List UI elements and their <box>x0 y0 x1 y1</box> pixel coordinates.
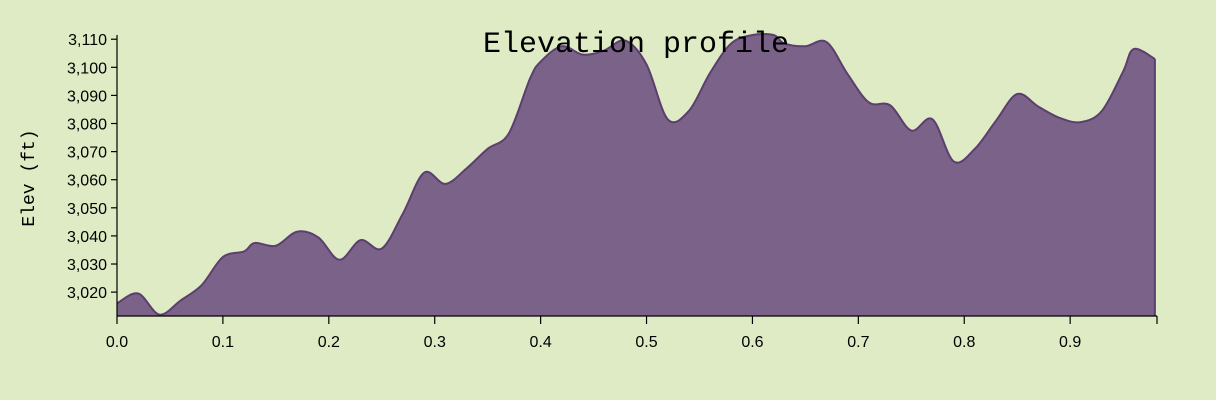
y-tick-label: 3,050 <box>67 201 107 218</box>
y-tick-label: 3,090 <box>67 88 107 105</box>
chart-title: Elevation profile <box>483 28 789 62</box>
x-tick-label: 0.4 <box>530 334 552 351</box>
x-tick-label: 0.6 <box>741 334 763 351</box>
x-tick-label: 0.3 <box>424 334 446 351</box>
y-tick-label: 3,070 <box>67 145 107 162</box>
x-tick-label: 0.0 <box>106 334 128 351</box>
y-tick-label: 3,020 <box>67 285 107 302</box>
y-tick-label: 3,110 <box>68 32 107 49</box>
x-tick-label: 0.7 <box>847 334 869 351</box>
y-tick-label: 3,040 <box>67 229 107 246</box>
x-tick-label: 0.8 <box>953 334 975 351</box>
x-tick-label: 0.2 <box>318 334 340 351</box>
x-tick-label: 0.5 <box>635 334 657 351</box>
x-tick-label: 0.9 <box>1059 334 1081 351</box>
x-tick-label: 0.1 <box>212 334 234 351</box>
x-axis: 0.0 0.1 0.2 0.3 0.4 0.5 0.6 0.7 0.8 0.9 <box>106 315 1158 351</box>
plot-area <box>116 32 1156 316</box>
y-tick-label: 3,030 <box>67 257 107 274</box>
elevation-area <box>117 33 1155 316</box>
y-axis-title: Elev (ft) <box>20 129 40 226</box>
y-tick-label: 3,100 <box>67 60 107 77</box>
y-axis: 3,020 3,030 3,040 3,050 3,060 3,070 3,080 3,090… <box>67 32 118 316</box>
y-tick-label: 3,080 <box>67 117 107 134</box>
y-tick-label: 3,060 <box>67 173 107 190</box>
elevation-line <box>116 32 1156 316</box>
